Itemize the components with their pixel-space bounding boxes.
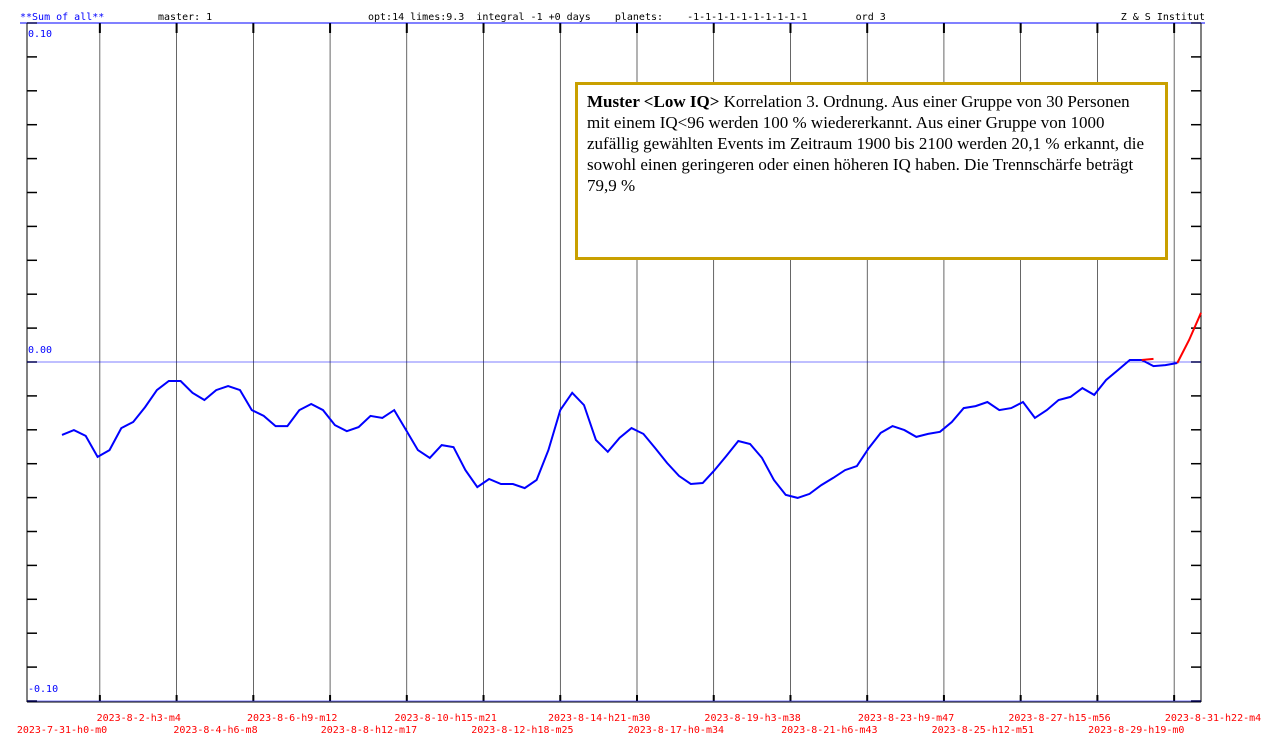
x-tick-label: 2023-8-25-h12-m51 bbox=[932, 725, 1034, 736]
x-tick-label: 2023-8-4-h6-m8 bbox=[173, 725, 257, 736]
x-tick-label: 2023-8-12-h18-m25 bbox=[471, 725, 573, 736]
x-tick-label: 2023-8-10-h15-m21 bbox=[394, 713, 496, 724]
x-tick-label: 2023-8-2-h3-m4 bbox=[97, 713, 181, 724]
header-master: master: 1 bbox=[158, 12, 212, 23]
y-tick-label: -0.10 bbox=[28, 684, 58, 695]
x-tick-label: 2023-7-31-h0-m0 bbox=[17, 725, 107, 736]
y-tick-label: 0.10 bbox=[28, 29, 52, 40]
y-tick-label: 0.00 bbox=[28, 345, 52, 356]
x-tick-label: 2023-8-27-h15-m56 bbox=[1008, 713, 1110, 724]
x-tick-label: 2023-8-8-h12-m17 bbox=[321, 725, 417, 736]
x-tick-label: 2023-8-29-h19-m0 bbox=[1088, 725, 1184, 736]
annotation: Muster <Low IQ> Korrelation 3. Ordnung. … bbox=[575, 82, 1168, 260]
series-line bbox=[1141, 312, 1202, 364]
header-institute: Z & S Institut bbox=[1121, 12, 1205, 23]
x-tick-label: 2023-8-21-h6-m43 bbox=[781, 725, 877, 736]
x-tick-label: 2023-8-23-h9-m47 bbox=[858, 713, 954, 724]
header-left: **Sum of all** bbox=[20, 12, 104, 23]
header-options: opt:14 limes:9.3 integral -1 +0 days pla… bbox=[368, 12, 886, 23]
x-tick-label: 2023-8-31-h22-m4 bbox=[1165, 713, 1261, 724]
x-tick-label: 2023-8-6-h9-m12 bbox=[247, 713, 337, 724]
x-tick-label: 2023-8-17-h0-m34 bbox=[628, 725, 724, 736]
annotation-bold: Muster <Low IQ> bbox=[587, 92, 720, 111]
x-tick-label: 2023-8-19-h3-m38 bbox=[704, 713, 800, 724]
x-tick-label: 2023-8-14-h21-m30 bbox=[548, 713, 650, 724]
annotation-text: Korrelation 3. Ordnung. Aus einer Gruppe… bbox=[587, 92, 1145, 195]
series-line bbox=[61, 359, 1178, 499]
